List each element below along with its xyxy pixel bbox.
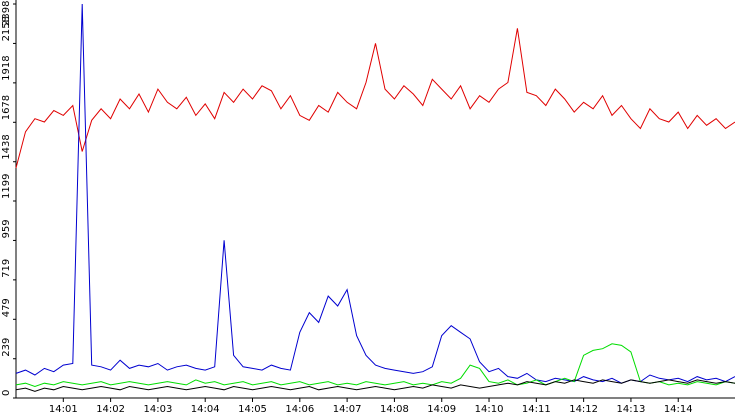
y-tick-label: 2158	[1, 16, 12, 41]
y-tick-label: 2398	[1, 1, 12, 26]
series-line	[15, 379, 735, 392]
x-tick-label: 14:12	[569, 404, 598, 415]
y-tick-label: 1918	[1, 55, 12, 80]
y-tick-label: 0	[1, 390, 12, 396]
x-tick-label: 14:02	[96, 404, 125, 415]
x-tick-label: 14:14	[664, 404, 693, 415]
x-tick-label: 14:07	[333, 404, 362, 415]
series-line	[15, 343, 735, 388]
x-tick-label: 14:13	[617, 404, 646, 415]
x-tick-label: 14:08	[380, 404, 409, 415]
x-tick-label: 14:01	[49, 404, 78, 415]
y-tick-label: 1678	[1, 95, 12, 120]
y-tick-label: 959	[1, 219, 12, 238]
x-tick-label: 14:06	[285, 404, 314, 415]
y-tick-label: 239	[1, 338, 12, 357]
y-tick-label: 1199	[1, 174, 12, 199]
x-tick-label: 14:04	[191, 404, 220, 415]
x-tick-label: 14:05	[238, 404, 267, 415]
y-tick-label: 1438	[1, 134, 12, 159]
series-line	[15, 28, 735, 169]
y-tick-label: 719	[1, 259, 12, 278]
x-tick-label: 14:03	[143, 404, 172, 415]
series-line	[15, 3, 735, 384]
x-tick-label: 14:11	[522, 404, 551, 415]
x-tick-label: 14:09	[427, 404, 456, 415]
x-tick-label: 14:10	[475, 404, 504, 415]
y-tick-label: 479	[1, 298, 12, 317]
